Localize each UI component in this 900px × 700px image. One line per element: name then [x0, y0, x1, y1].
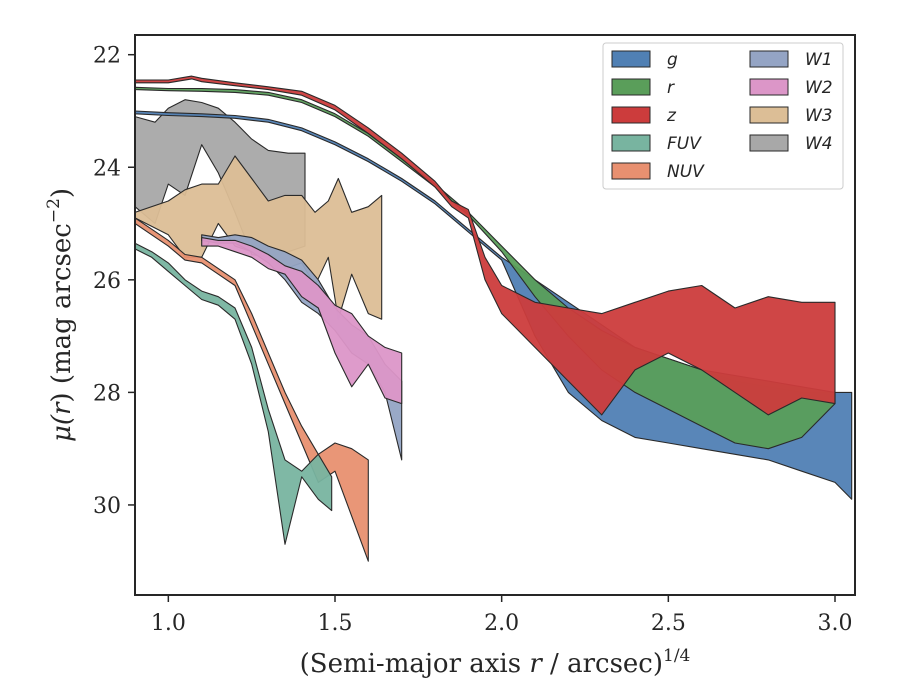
legend-label-nuv: NUV: [667, 162, 705, 182]
x-tick-label: 2.0: [484, 611, 519, 636]
legend-swatch-g: [611, 50, 651, 68]
legend-swatch-w4: [749, 134, 789, 152]
x-axis-label-exponent: 1/4: [663, 646, 690, 666]
series-band-w2: [201, 237, 403, 405]
legend-swatch-w1: [749, 50, 789, 68]
x-axis-label-tail: / arcsec): [542, 649, 663, 679]
y-axis-label-mu: μ(: [47, 414, 77, 442]
legend-swatch-fuv: [611, 134, 651, 152]
x-axis-label: (Semi-major axis r / arcsec)1/4: [300, 646, 691, 679]
series-band-fuv: [135, 242, 333, 545]
legend-swatch-nuv: [611, 162, 651, 180]
y-tick-label: 22: [93, 44, 121, 69]
plot-frame: [134, 34, 856, 596]
y-axis-label-end: ): [47, 188, 77, 198]
legend-label-g: g: [667, 50, 678, 70]
legend-label-w4: W4: [805, 134, 833, 154]
y-tick-label: 28: [93, 381, 121, 406]
y-tick-label: 26: [93, 269, 121, 294]
x-tick-label: 1.5: [318, 611, 353, 636]
series-band-w3: [135, 155, 383, 320]
y-axis-label-exponent: −2: [44, 198, 64, 223]
x-axis-label-var: r: [529, 649, 543, 679]
x-axis: 1.0 1.5 2.0 2.5 3.0: [151, 595, 853, 636]
x-tick-label: 2.5: [651, 611, 686, 636]
legend-label-z: z: [666, 106, 677, 126]
series-band-z: [135, 75, 836, 416]
legend: grz FUV NUV W1 W2 W3 W4: [602, 42, 844, 190]
y-axis: 22 24 26 28 30: [93, 44, 135, 519]
legend-swatch-z: [611, 106, 651, 124]
x-tick-label: 3.0: [818, 611, 853, 636]
y-axis-label: μ(r) (mag arcsec−2): [44, 188, 77, 442]
x-tick-label: 1.0: [151, 611, 186, 636]
legend-swatch-w2: [749, 78, 789, 96]
y-axis-label-mid: ) (mag arcsec: [47, 223, 77, 402]
legend-label-w2: W2: [805, 78, 833, 98]
legend-label-fuv: FUV: [667, 134, 702, 154]
x-axis-label-main: (Semi-major axis: [300, 649, 530, 679]
y-tick-label: 24: [93, 156, 121, 181]
y-axis-label-var: r: [47, 401, 77, 415]
legend-label-w3: W3: [805, 106, 833, 126]
y-tick-label: 30: [93, 494, 121, 519]
series-layer: [135, 75, 853, 562]
legend-label-r: r: [667, 78, 675, 98]
legend-swatch-r: [611, 78, 651, 96]
series-band-nuv: [135, 217, 369, 562]
legend-swatch-w3: [749, 106, 789, 124]
legend-label-w1: W1: [805, 50, 833, 70]
